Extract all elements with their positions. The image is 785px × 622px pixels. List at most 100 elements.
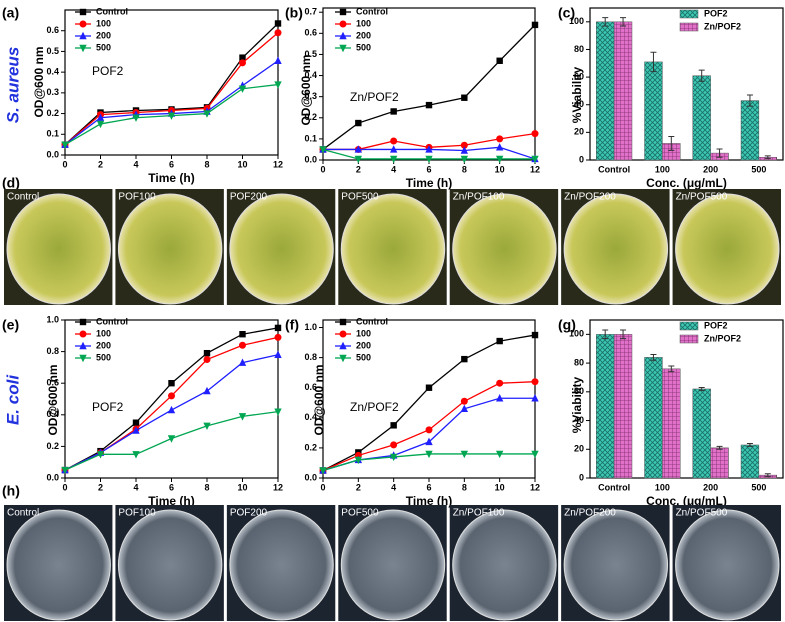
- legend-swatch: [679, 334, 699, 344]
- plate-label: POF200: [230, 192, 268, 203]
- legend-label: Zn/POF2: [704, 21, 741, 31]
- x-tick-label: 200: [703, 164, 718, 174]
- y-tick-label: 100: [569, 329, 584, 339]
- legend-label: 500: [356, 352, 371, 362]
- marker: [389, 155, 398, 164]
- y-tick-label: 0.0: [304, 154, 317, 164]
- marker: [354, 155, 363, 164]
- legend-label: 200: [356, 30, 371, 40]
- x-axis-title: Time (h): [406, 494, 452, 508]
- petri-dish: [229, 193, 334, 305]
- plate-label: POF100: [118, 508, 156, 519]
- y-tick-label: 0.2: [304, 112, 317, 122]
- x-tick-label: Control: [598, 482, 630, 492]
- marker: [531, 155, 539, 164]
- marker: [79, 341, 87, 350]
- panel-label: (b): [285, 5, 303, 21]
- panel-label: (f): [285, 317, 299, 333]
- petri-dish: [675, 193, 780, 305]
- y-tick-label: 0.6: [304, 28, 317, 38]
- error-bar: [668, 136, 675, 151]
- plate-label: Zn/POF200: [564, 508, 616, 519]
- marker: [274, 333, 282, 341]
- y-tick-label: 0.0: [46, 472, 59, 482]
- marker: [425, 384, 433, 391]
- legend-label: 200: [96, 30, 111, 40]
- y-tick-label: 40: [574, 415, 584, 425]
- marker: [239, 59, 246, 67]
- marker: [531, 130, 539, 138]
- bar: [644, 357, 663, 479]
- marker: [495, 143, 504, 151]
- annotation: Zn/POF2: [350, 90, 399, 104]
- marker: [390, 441, 398, 449]
- marker: [425, 101, 433, 109]
- marker: [460, 155, 469, 164]
- y-axis-title: OD@600 nm: [299, 54, 313, 125]
- error-bar: [698, 387, 705, 391]
- annotation: POF2: [92, 400, 124, 414]
- y-tick-label: 0.6: [46, 25, 59, 35]
- legend-label: 100: [356, 328, 371, 338]
- y-tick-label: 60: [574, 386, 584, 396]
- legend-label: 100: [96, 18, 111, 28]
- y-tick-label: 0.7: [304, 7, 317, 17]
- x-tick-label: 10: [237, 159, 247, 169]
- y-axis-title: %Viability: [570, 376, 584, 433]
- x-tick-label: 8: [462, 482, 467, 492]
- y-tick-label: 0.6: [304, 382, 317, 392]
- x-axis-title: Conc. (μg/mL): [646, 176, 727, 190]
- y-tick-label: 0.6: [46, 378, 59, 388]
- marker: [354, 456, 363, 465]
- marker: [319, 146, 327, 154]
- y-tick-label: 40: [574, 99, 584, 109]
- marker: [496, 379, 504, 387]
- marker: [495, 394, 504, 402]
- marker: [274, 324, 282, 332]
- marker: [239, 331, 246, 338]
- petri-dish: [452, 193, 557, 305]
- plate-label: Zn/POF100: [453, 192, 505, 203]
- y-tick-label: 60: [574, 71, 584, 81]
- x-tick-label: 4: [133, 482, 138, 492]
- petri-dish: [563, 509, 669, 621]
- y-tick-label: 0: [579, 472, 584, 482]
- x-tick-label: 2: [356, 164, 361, 174]
- marker: [239, 341, 246, 349]
- marker: [460, 146, 469, 154]
- legend-label: Control: [356, 316, 388, 326]
- plot-frame: [322, 7, 536, 161]
- x-axis-title: Conc. (μg/mL): [646, 494, 727, 508]
- marker: [355, 119, 362, 127]
- marker: [238, 358, 247, 366]
- x-tick-label: 0: [62, 482, 67, 492]
- y-tick-label: 80: [574, 357, 584, 367]
- y-tick-label: 0.4: [46, 409, 59, 419]
- marker: [238, 85, 247, 93]
- y-tick-label: 0.4: [304, 412, 317, 422]
- bar: [692, 75, 711, 161]
- panel-label: (d): [2, 175, 20, 191]
- x-tick-label: 12: [273, 159, 283, 169]
- plate-label: POF500: [341, 192, 379, 203]
- marker: [79, 20, 87, 28]
- plate-label: POF200: [230, 508, 268, 519]
- legend-label: Control: [96, 6, 128, 16]
- x-tick-label: 2: [356, 482, 361, 492]
- marker: [460, 404, 469, 412]
- species-label: E. coli: [3, 374, 22, 425]
- y-tick-label: 0.1: [46, 129, 59, 139]
- legend-swatch: [679, 9, 699, 19]
- petri-dish: [6, 193, 111, 305]
- plate-label: Zn/POF500: [676, 192, 728, 203]
- legend-swatch: [679, 321, 699, 331]
- marker: [531, 394, 539, 402]
- error-bar: [650, 51, 657, 73]
- x-tick-label: 0: [62, 159, 67, 169]
- marker: [132, 114, 140, 122]
- marker: [168, 392, 175, 400]
- x-axis-title: Time (h): [148, 171, 194, 185]
- marker: [460, 397, 468, 405]
- marker: [96, 451, 105, 459]
- species-label: S. aureus: [3, 47, 22, 124]
